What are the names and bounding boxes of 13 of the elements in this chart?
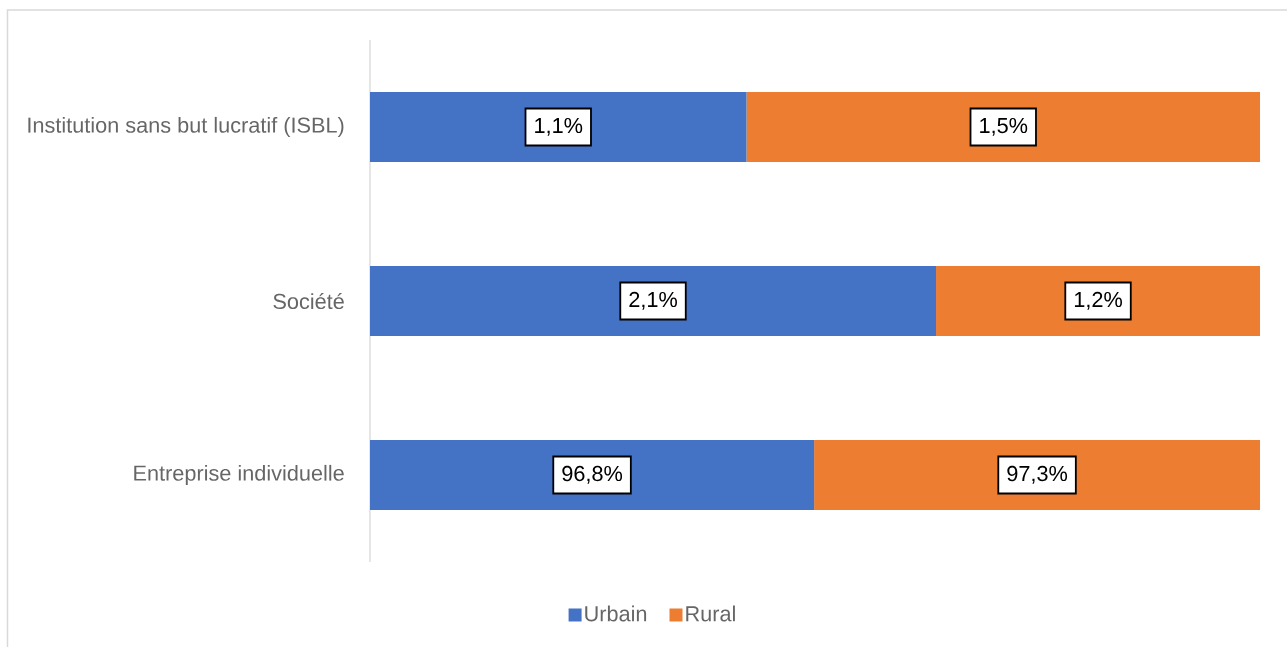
y-tick-label: Institution sans but lucratif (ISBL) (28, 116, 344, 138)
annotation: 2,1% (629, 291, 677, 310)
annotation: 1,1% (535, 117, 583, 136)
annotation: 1,2% (1074, 291, 1122, 310)
legend-label: Rural (686, 605, 735, 622)
bar (746, 92, 1261, 162)
y-tick-label: Société (273, 292, 344, 310)
annotation: 96,8% (562, 465, 623, 484)
annotation: 1,5% (980, 117, 1028, 136)
bar (370, 266, 937, 336)
annotation: 97,3% (1007, 465, 1068, 484)
y-tick-label: Entreprise individuelle (134, 464, 344, 486)
legend-label: Urbain (585, 605, 647, 622)
